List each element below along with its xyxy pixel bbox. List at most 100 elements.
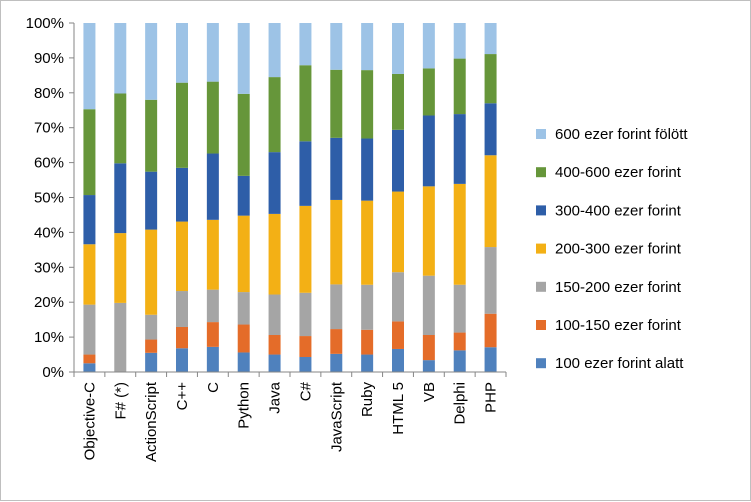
legend-swatch [536, 320, 546, 330]
bar-segment [422, 360, 435, 372]
x-tick-label: C [205, 382, 222, 393]
bar-segment [484, 54, 497, 104]
y-tick-label: 70% [34, 120, 64, 137]
x-tick-label: Delphi [452, 382, 469, 425]
bar-segment [268, 335, 281, 355]
legend-label: 100 ezer forint alatt [555, 355, 684, 372]
bar-segment [83, 195, 96, 245]
bar-segment [176, 23, 188, 83]
bar-segment [206, 23, 219, 82]
bar-segment [83, 109, 96, 196]
bar-segment [299, 356, 312, 372]
bar-segment [453, 58, 466, 115]
bar-segment [206, 322, 219, 347]
legend-label: 150-200 ezer forint [555, 279, 682, 296]
bar-segment [206, 81, 219, 154]
bar-segment [453, 284, 466, 333]
bar-segment [330, 353, 343, 372]
y-tick-label: 80% [34, 85, 64, 102]
bar-segment [453, 23, 466, 59]
legend-swatch [536, 167, 546, 178]
bar-segment [392, 348, 404, 372]
legend-label: 200-300 ezer forint [555, 241, 682, 258]
bar-segment [453, 183, 466, 285]
bar-segment [361, 23, 374, 71]
y-tick-label: 40% [34, 224, 64, 241]
bar-segment [330, 23, 343, 70]
bar-segment [330, 69, 343, 138]
legend-label: 400-600 ezer forint [555, 164, 682, 181]
bar-segment [484, 247, 497, 314]
x-tick-label: F# (*) [112, 382, 129, 420]
bar-segment [114, 233, 127, 303]
bar-segment [206, 346, 219, 372]
bar-segment [392, 191, 404, 273]
bar-segment [361, 70, 374, 139]
bar-segment [145, 99, 158, 172]
bar-segment [361, 354, 374, 372]
bar-segment [145, 171, 158, 230]
bar-segment [422, 23, 435, 69]
bar-segment [237, 215, 250, 293]
bar-segment [330, 137, 343, 200]
legend-swatch [536, 129, 546, 139]
bar-segment [237, 23, 250, 94]
bar-segment [145, 229, 158, 315]
bar-segment [392, 73, 404, 130]
bar-segment [422, 275, 435, 336]
bar-segment [268, 152, 281, 214]
bar-segment [206, 289, 219, 323]
bar-segment [299, 141, 312, 206]
bar-segment [299, 336, 312, 357]
bar-segment [237, 93, 250, 176]
bar-segment [484, 103, 497, 156]
bar-segment [299, 65, 312, 142]
bar-segment [206, 219, 219, 290]
bar-segment [145, 314, 158, 340]
bar-segment [176, 348, 188, 372]
y-tick-label: 90% [34, 50, 64, 67]
legend-swatch [536, 281, 546, 292]
bar-segment [330, 329, 343, 354]
bar-segment [361, 329, 374, 355]
legend-swatch [536, 243, 546, 254]
bar-segment [114, 302, 127, 372]
x-tick-label: Java [267, 381, 284, 413]
y-tick-label: 0% [42, 364, 64, 381]
bar-segment [83, 244, 96, 305]
y-tick-label: 100% [26, 15, 64, 32]
bar-segment [392, 23, 404, 74]
bar-segment [83, 354, 96, 364]
bar-segment [299, 23, 312, 66]
bar-segment [330, 284, 343, 330]
legend-swatch [536, 358, 546, 369]
bar-segment [453, 114, 466, 184]
bar-segment [83, 304, 96, 355]
legend-label: 100-150 ezer forint [555, 317, 682, 334]
bar-segment [484, 155, 497, 248]
bar-segment [453, 350, 466, 372]
bar-segment [176, 291, 188, 327]
y-tick-label: 50% [34, 190, 64, 207]
bar-segment [422, 115, 435, 187]
bar-segment [237, 175, 250, 216]
bar-segment [114, 163, 127, 234]
bar-segment [299, 205, 312, 293]
bar-segment [422, 335, 435, 361]
bar-segment [268, 77, 281, 153]
x-tick-label: Ruby [359, 382, 376, 418]
bar-segment [145, 352, 158, 372]
y-tick-label: 60% [34, 155, 64, 172]
legend-swatch [536, 205, 546, 216]
x-tick-label: VB [421, 382, 438, 402]
bar-segment [114, 23, 127, 94]
bar-segment [83, 363, 96, 372]
bar-segment [176, 167, 188, 222]
bar-segment [237, 352, 250, 372]
x-tick-label: Objective-C [81, 382, 98, 461]
bar-segment [361, 138, 374, 201]
bar-segment [176, 326, 188, 349]
x-tick-label: Python [236, 382, 253, 429]
